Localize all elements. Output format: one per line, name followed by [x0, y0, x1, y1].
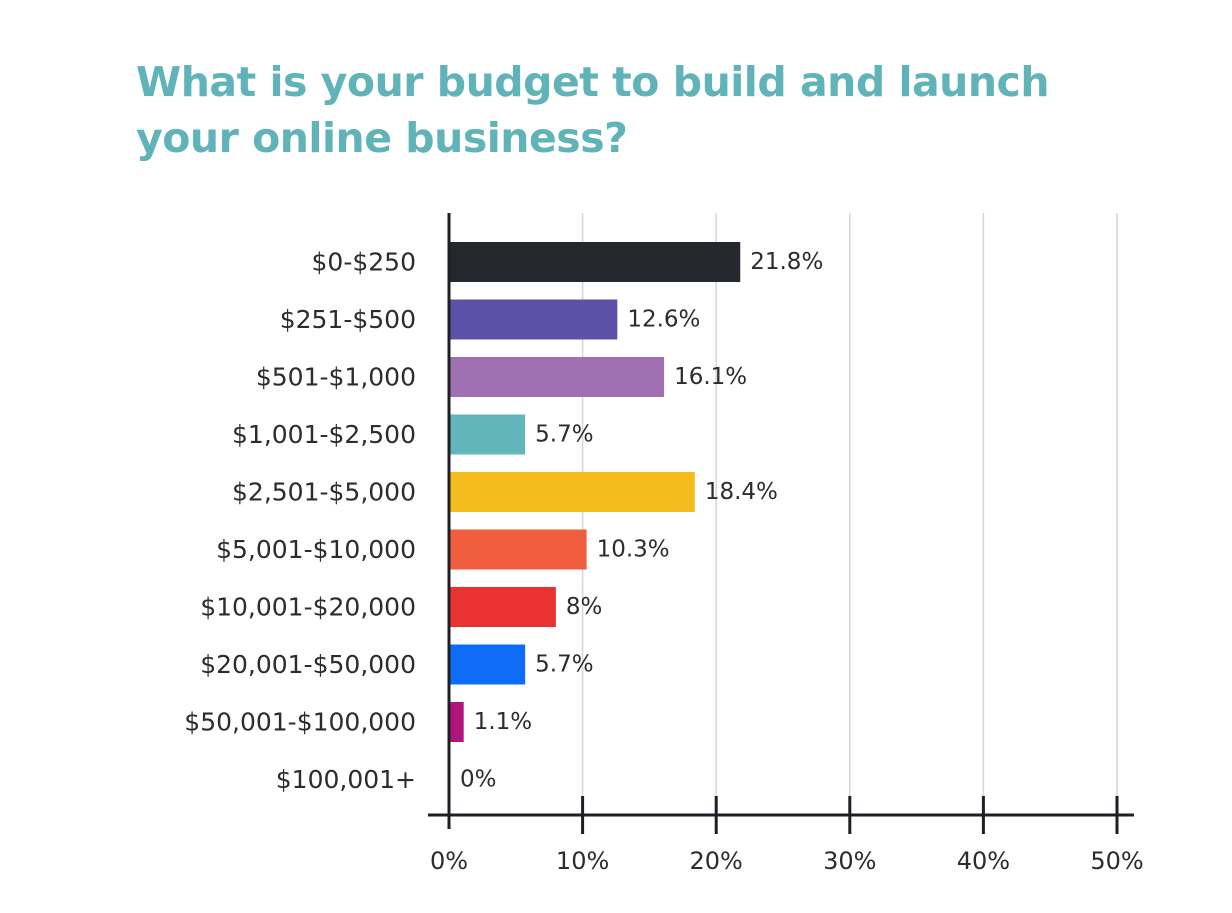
x-tick-label-40: 40%	[957, 847, 1010, 875]
category-label-1: $251-$500	[280, 305, 416, 334]
bar-0	[450, 242, 741, 282]
value-labels: 21.8% 12.6% 16.1% 5.7% 18.4% 10.3% 8% 5.7% 1.1% 0…	[460, 249, 823, 793]
x-tick-label-0: 0%	[430, 847, 468, 875]
category-labels: $0-$250 $251-$500 $501-$1,000 $1,001-$2,500…	[184, 248, 416, 795]
category-label-9: $100,001+	[276, 765, 416, 794]
value-label-3: 5.7%	[535, 422, 593, 448]
x-tick-label-10: 10%	[556, 847, 609, 875]
value-label-8: 1.1%	[474, 709, 532, 735]
bar-2	[450, 357, 665, 397]
value-label-2: 16.1%	[674, 364, 747, 390]
tick-labels: 0% 10% 20% 30% 40% 50%	[430, 847, 1144, 875]
value-label-7: 5.7%	[535, 652, 593, 678]
gridlines	[581, 213, 1118, 815]
bar-3	[450, 414, 526, 455]
bar-5	[450, 529, 587, 570]
bar-1	[450, 299, 618, 340]
chart-title: What is your budget to build and launch …	[136, 58, 1050, 162]
value-label-1: 12.6%	[627, 307, 700, 333]
bar-8	[450, 702, 464, 742]
value-label-4: 18.4%	[705, 479, 778, 505]
x-tick-label-20: 20%	[690, 847, 743, 875]
x-tick-label-30: 30%	[823, 847, 876, 875]
bar-4	[450, 472, 695, 512]
category-label-3: $1,001-$2,500	[232, 420, 416, 449]
x-tick-label-50: 50%	[1090, 847, 1143, 875]
bar-7	[450, 644, 526, 685]
category-label-7: $20,001-$50,000	[200, 650, 416, 679]
bars	[450, 242, 741, 742]
category-label-4: $2,501-$5,000	[232, 478, 416, 507]
value-label-0: 21.8%	[750, 249, 823, 275]
category-label-8: $50,001-$100,000	[184, 708, 416, 737]
category-label-6: $10,001-$20,000	[200, 593, 416, 622]
value-label-6: 8%	[566, 594, 603, 620]
axes	[428, 213, 1134, 834]
value-label-9: 0%	[460, 767, 497, 793]
category-label-2: $501-$1,000	[256, 363, 416, 392]
category-label-5: $5,001-$10,000	[216, 535, 416, 564]
category-label-0: $0-$250	[312, 248, 416, 277]
bar-6	[450, 587, 556, 627]
value-label-5: 10.3%	[597, 537, 670, 563]
